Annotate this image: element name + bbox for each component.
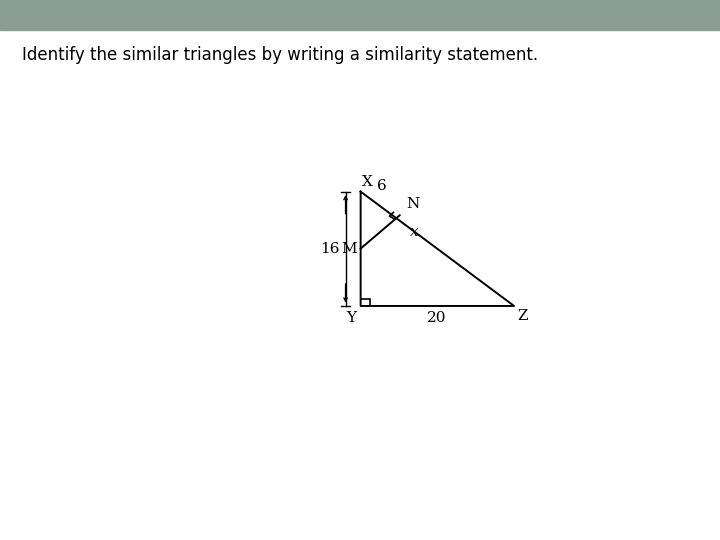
Text: Z: Z [518,309,528,323]
Text: M: M [341,241,356,255]
Text: 16: 16 [320,241,340,255]
Text: Y: Y [347,311,356,325]
Text: N: N [406,197,420,211]
Text: x: x [410,225,418,239]
Text: Identify the similar triangles by writing a similarity statement.: Identify the similar triangles by writin… [22,46,538,64]
Text: X: X [362,175,373,188]
Text: 20: 20 [428,311,447,325]
Text: 6: 6 [377,179,387,193]
